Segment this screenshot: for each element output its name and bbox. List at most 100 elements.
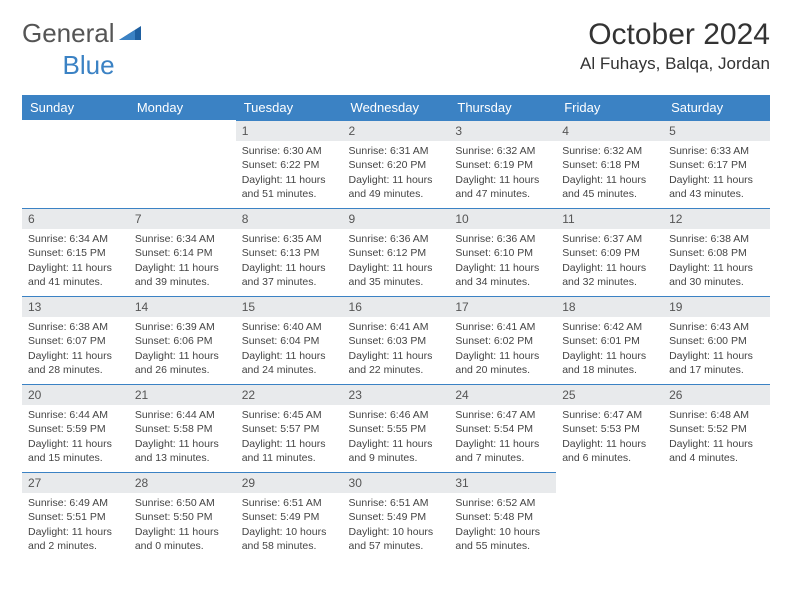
calendar-cell: 24Sunrise: 6:47 AMSunset: 5:54 PMDayligh…: [449, 384, 556, 472]
day-details: Sunrise: 6:45 AMSunset: 5:57 PMDaylight:…: [236, 405, 343, 469]
day-details: Sunrise: 6:38 AMSunset: 6:07 PMDaylight:…: [22, 317, 129, 381]
day-number: 3: [449, 120, 556, 141]
calendar-cell: 20Sunrise: 6:44 AMSunset: 5:59 PMDayligh…: [22, 384, 129, 472]
day-number: 13: [22, 296, 129, 317]
day-details: Sunrise: 6:33 AMSunset: 6:17 PMDaylight:…: [663, 141, 770, 205]
logo-triangle-icon: [119, 18, 141, 49]
day-number: 12: [663, 208, 770, 229]
calendar-cell: 22Sunrise: 6:45 AMSunset: 5:57 PMDayligh…: [236, 384, 343, 472]
day-details: Sunrise: 6:32 AMSunset: 6:18 PMDaylight:…: [556, 141, 663, 205]
day-number: 10: [449, 208, 556, 229]
calendar-cell: 17Sunrise: 6:41 AMSunset: 6:02 PMDayligh…: [449, 296, 556, 384]
day-details: Sunrise: 6:49 AMSunset: 5:51 PMDaylight:…: [22, 493, 129, 557]
calendar-row: 27Sunrise: 6:49 AMSunset: 5:51 PMDayligh…: [22, 472, 770, 560]
day-number: 28: [129, 472, 236, 493]
day-number: 7: [129, 208, 236, 229]
day-number: 1: [236, 120, 343, 141]
calendar-row: 20Sunrise: 6:44 AMSunset: 5:59 PMDayligh…: [22, 384, 770, 472]
day-details: Sunrise: 6:51 AMSunset: 5:49 PMDaylight:…: [236, 493, 343, 557]
day-details: Sunrise: 6:36 AMSunset: 6:12 PMDaylight:…: [343, 229, 450, 293]
calendar-cell: 18Sunrise: 6:42 AMSunset: 6:01 PMDayligh…: [556, 296, 663, 384]
day-number: 9: [343, 208, 450, 229]
day-number: 5: [663, 120, 770, 141]
day-number: 18: [556, 296, 663, 317]
calendar-cell: 26Sunrise: 6:48 AMSunset: 5:52 PMDayligh…: [663, 384, 770, 472]
day-details: Sunrise: 6:35 AMSunset: 6:13 PMDaylight:…: [236, 229, 343, 293]
day-details: Sunrise: 6:44 AMSunset: 5:59 PMDaylight:…: [22, 405, 129, 469]
calendar-cell: 15Sunrise: 6:40 AMSunset: 6:04 PMDayligh…: [236, 296, 343, 384]
day-number: 4: [556, 120, 663, 141]
calendar-cell: 3Sunrise: 6:32 AMSunset: 6:19 PMDaylight…: [449, 120, 556, 208]
day-details: Sunrise: 6:50 AMSunset: 5:50 PMDaylight:…: [129, 493, 236, 557]
day-number: 24: [449, 384, 556, 405]
weekday-header: Monday: [129, 95, 236, 120]
calendar-cell: 14Sunrise: 6:39 AMSunset: 6:06 PMDayligh…: [129, 296, 236, 384]
day-number: 8: [236, 208, 343, 229]
month-title: October 2024: [580, 18, 770, 52]
day-number: 30: [343, 472, 450, 493]
day-number: 23: [343, 384, 450, 405]
day-number: 19: [663, 296, 770, 317]
calendar-cell: [22, 120, 129, 208]
day-number: 15: [236, 296, 343, 317]
calendar-cell: 25Sunrise: 6:47 AMSunset: 5:53 PMDayligh…: [556, 384, 663, 472]
logo: General: [22, 18, 143, 49]
day-number: 20: [22, 384, 129, 405]
day-details: Sunrise: 6:41 AMSunset: 6:03 PMDaylight:…: [343, 317, 450, 381]
day-details: Sunrise: 6:43 AMSunset: 6:00 PMDaylight:…: [663, 317, 770, 381]
calendar-cell: 28Sunrise: 6:50 AMSunset: 5:50 PMDayligh…: [129, 472, 236, 560]
calendar-cell: 1Sunrise: 6:30 AMSunset: 6:22 PMDaylight…: [236, 120, 343, 208]
day-number: 16: [343, 296, 450, 317]
calendar-cell: 10Sunrise: 6:36 AMSunset: 6:10 PMDayligh…: [449, 208, 556, 296]
day-details: Sunrise: 6:30 AMSunset: 6:22 PMDaylight:…: [236, 141, 343, 205]
weekday-header: Sunday: [22, 95, 129, 120]
day-number: 21: [129, 384, 236, 405]
day-number: 25: [556, 384, 663, 405]
weekday-header: Tuesday: [236, 95, 343, 120]
day-details: Sunrise: 6:46 AMSunset: 5:55 PMDaylight:…: [343, 405, 450, 469]
weekday-header: Thursday: [449, 95, 556, 120]
calendar-cell: 9Sunrise: 6:36 AMSunset: 6:12 PMDaylight…: [343, 208, 450, 296]
calendar-cell: 2Sunrise: 6:31 AMSunset: 6:20 PMDaylight…: [343, 120, 450, 208]
calendar-cell: 30Sunrise: 6:51 AMSunset: 5:49 PMDayligh…: [343, 472, 450, 560]
day-details: Sunrise: 6:34 AMSunset: 6:14 PMDaylight:…: [129, 229, 236, 293]
day-number: 31: [449, 472, 556, 493]
day-number: 22: [236, 384, 343, 405]
day-details: Sunrise: 6:42 AMSunset: 6:01 PMDaylight:…: [556, 317, 663, 381]
logo-text-general: General: [22, 18, 115, 49]
calendar-cell: [129, 120, 236, 208]
day-number: 26: [663, 384, 770, 405]
day-details: Sunrise: 6:34 AMSunset: 6:15 PMDaylight:…: [22, 229, 129, 293]
calendar-body: 1Sunrise: 6:30 AMSunset: 6:22 PMDaylight…: [22, 120, 770, 560]
day-details: Sunrise: 6:44 AMSunset: 5:58 PMDaylight:…: [129, 405, 236, 469]
calendar-cell: 8Sunrise: 6:35 AMSunset: 6:13 PMDaylight…: [236, 208, 343, 296]
calendar-row: 6Sunrise: 6:34 AMSunset: 6:15 PMDaylight…: [22, 208, 770, 296]
location: Al Fuhays, Balqa, Jordan: [580, 54, 770, 74]
day-details: Sunrise: 6:36 AMSunset: 6:10 PMDaylight:…: [449, 229, 556, 293]
day-details: Sunrise: 6:52 AMSunset: 5:48 PMDaylight:…: [449, 493, 556, 557]
calendar-cell: 7Sunrise: 6:34 AMSunset: 6:14 PMDaylight…: [129, 208, 236, 296]
day-details: Sunrise: 6:38 AMSunset: 6:08 PMDaylight:…: [663, 229, 770, 293]
day-details: Sunrise: 6:32 AMSunset: 6:19 PMDaylight:…: [449, 141, 556, 205]
day-details: Sunrise: 6:37 AMSunset: 6:09 PMDaylight:…: [556, 229, 663, 293]
day-number: 2: [343, 120, 450, 141]
calendar-cell: 21Sunrise: 6:44 AMSunset: 5:58 PMDayligh…: [129, 384, 236, 472]
calendar-cell: [663, 472, 770, 560]
calendar-cell: 5Sunrise: 6:33 AMSunset: 6:17 PMDaylight…: [663, 120, 770, 208]
calendar-cell: 23Sunrise: 6:46 AMSunset: 5:55 PMDayligh…: [343, 384, 450, 472]
calendar-cell: 16Sunrise: 6:41 AMSunset: 6:03 PMDayligh…: [343, 296, 450, 384]
day-details: Sunrise: 6:39 AMSunset: 6:06 PMDaylight:…: [129, 317, 236, 381]
calendar-cell: 12Sunrise: 6:38 AMSunset: 6:08 PMDayligh…: [663, 208, 770, 296]
calendar-cell: [556, 472, 663, 560]
calendar-cell: 13Sunrise: 6:38 AMSunset: 6:07 PMDayligh…: [22, 296, 129, 384]
day-details: Sunrise: 6:40 AMSunset: 6:04 PMDaylight:…: [236, 317, 343, 381]
weekday-header: Friday: [556, 95, 663, 120]
day-details: Sunrise: 6:31 AMSunset: 6:20 PMDaylight:…: [343, 141, 450, 205]
day-number: 14: [129, 296, 236, 317]
weekday-header-row: SundayMondayTuesdayWednesdayThursdayFrid…: [22, 95, 770, 120]
weekday-header: Saturday: [663, 95, 770, 120]
weekday-header: Wednesday: [343, 95, 450, 120]
calendar-cell: 6Sunrise: 6:34 AMSunset: 6:15 PMDaylight…: [22, 208, 129, 296]
day-details: Sunrise: 6:47 AMSunset: 5:54 PMDaylight:…: [449, 405, 556, 469]
calendar-table: SundayMondayTuesdayWednesdayThursdayFrid…: [22, 95, 770, 560]
